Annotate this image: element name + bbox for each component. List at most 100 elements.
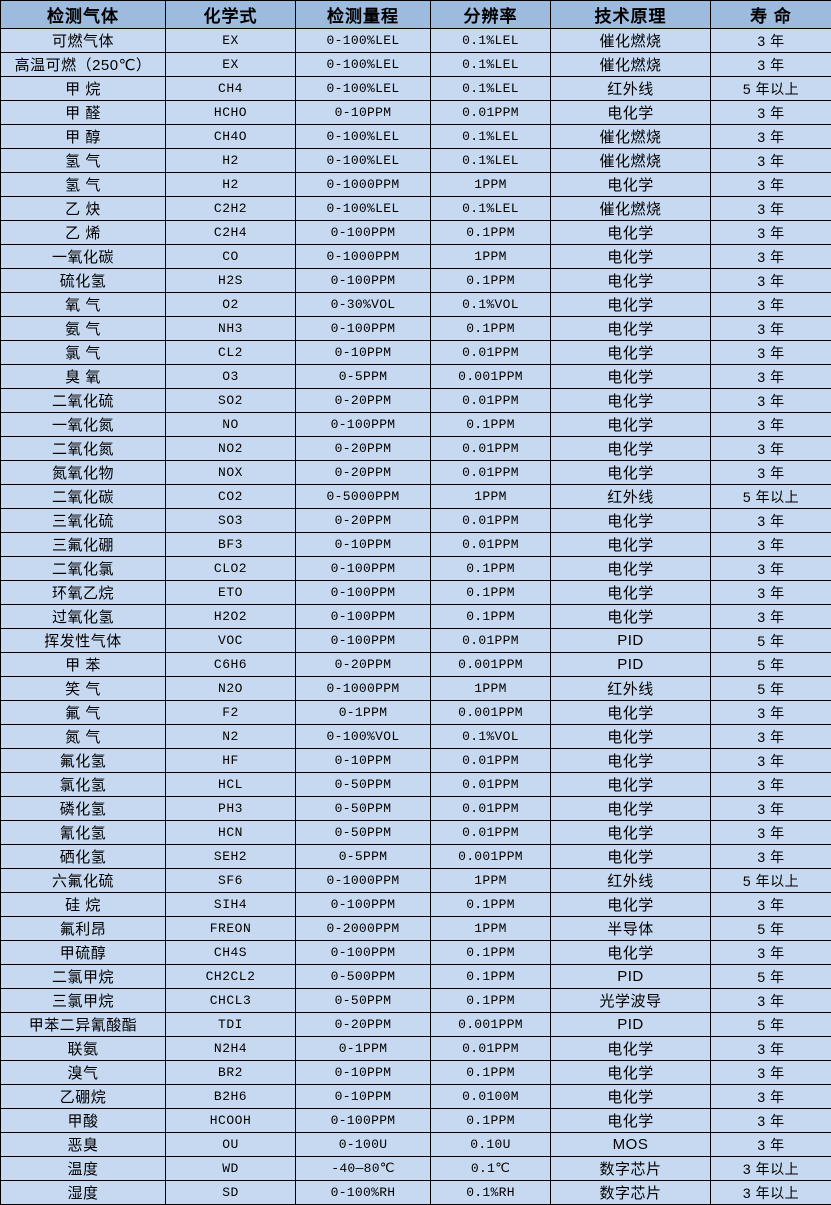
cell-technology-principle: 电化学 [551, 533, 711, 557]
cell-gas-name: 氯化氢 [1, 773, 166, 797]
cell-chemical-formula: FREON [166, 917, 296, 941]
cell-resolution: 0.1PPM [431, 269, 551, 293]
cell-detection-range: 0-1PPM [296, 1037, 431, 1061]
cell-technology-principle: 电化学 [551, 221, 711, 245]
cell-technology-principle: 电化学 [551, 797, 711, 821]
cell-gas-name: 乙 炔 [1, 197, 166, 221]
cell-technology-principle: 电化学 [551, 1085, 711, 1109]
cell-gas-name: 挥发性气体 [1, 629, 166, 653]
cell-detection-range: 0-1000PPM [296, 677, 431, 701]
cell-chemical-formula: VOC [166, 629, 296, 653]
cell-gas-name: 乙硼烷 [1, 1085, 166, 1109]
cell-detection-range: 0-100PPM [296, 317, 431, 341]
cell-detection-range: 0-100%RH [296, 1181, 431, 1205]
cell-resolution: 0.1%LEL [431, 149, 551, 173]
cell-lifespan: 3 年 [711, 1085, 831, 1109]
cell-lifespan: 3 年 [711, 29, 831, 53]
cell-lifespan: 3 年 [711, 1061, 831, 1085]
column-header-detection-range: 检测量程 [296, 1, 431, 29]
cell-resolution: 0.1%VOL [431, 293, 551, 317]
cell-resolution: 0.1%LEL [431, 125, 551, 149]
cell-resolution: 0.01PPM [431, 437, 551, 461]
cell-technology-principle: 电化学 [551, 701, 711, 725]
cell-technology-principle: 催化燃烧 [551, 29, 711, 53]
cell-resolution: 0.01PPM [431, 341, 551, 365]
cell-resolution: 0.001PPM [431, 845, 551, 869]
cell-chemical-formula: H2 [166, 173, 296, 197]
cell-gas-name: 温度 [1, 1157, 166, 1181]
cell-detection-range: 0-20PPM [296, 389, 431, 413]
cell-resolution: 0.01PPM [431, 533, 551, 557]
column-header-gas-name: 检测气体 [1, 1, 166, 29]
cell-resolution: 0.1PPM [431, 893, 551, 917]
cell-gas-name: 可燃气体 [1, 29, 166, 53]
cell-lifespan: 3 年 [711, 461, 831, 485]
cell-gas-name: 硫化氢 [1, 269, 166, 293]
cell-chemical-formula: HF [166, 749, 296, 773]
cell-gas-name: 甲 烷 [1, 77, 166, 101]
cell-chemical-formula: B2H6 [166, 1085, 296, 1109]
cell-technology-principle: 电化学 [551, 461, 711, 485]
cell-gas-name: 甲 醛 [1, 101, 166, 125]
cell-resolution: 0.10U [431, 1133, 551, 1157]
cell-chemical-formula: OU [166, 1133, 296, 1157]
cell-chemical-formula: EX [166, 29, 296, 53]
cell-chemical-formula: EX [166, 53, 296, 77]
cell-gas-name: 甲 醇 [1, 125, 166, 149]
cell-gas-name: 联氨 [1, 1037, 166, 1061]
cell-detection-range: 0-100%LEL [296, 149, 431, 173]
cell-resolution: 0.001PPM [431, 365, 551, 389]
cell-chemical-formula: PH3 [166, 797, 296, 821]
cell-lifespan: 3 年 [711, 173, 831, 197]
cell-gas-name: 氨 气 [1, 317, 166, 341]
column-header-chemical-formula: 化学式 [166, 1, 296, 29]
cell-resolution: 0.1PPM [431, 221, 551, 245]
cell-detection-range: 0-20PPM [296, 437, 431, 461]
cell-gas-name: 二氧化碳 [1, 485, 166, 509]
cell-chemical-formula: HCL [166, 773, 296, 797]
cell-gas-name: 三氧化硫 [1, 509, 166, 533]
cell-lifespan: 3 年 [711, 797, 831, 821]
cell-detection-range: 0-10PPM [296, 1061, 431, 1085]
cell-detection-range: 0-20PPM [296, 461, 431, 485]
cell-resolution: 0.1PPM [431, 1061, 551, 1085]
column-header-lifespan: 寿 命 [711, 1, 831, 29]
cell-technology-principle: 电化学 [551, 1037, 711, 1061]
cell-resolution: 0.01PPM [431, 461, 551, 485]
cell-gas-name: 恶臭 [1, 1133, 166, 1157]
cell-chemical-formula: C2H4 [166, 221, 296, 245]
cell-chemical-formula: C6H6 [166, 653, 296, 677]
cell-gas-name: 氢 气 [1, 173, 166, 197]
cell-resolution: 1PPM [431, 869, 551, 893]
cell-technology-principle: PID [551, 653, 711, 677]
cell-gas-name: 甲苯二异氰酸酯 [1, 1013, 166, 1037]
cell-resolution: 0.1%LEL [431, 53, 551, 77]
cell-detection-range: 0-1000PPM [296, 173, 431, 197]
cell-chemical-formula: HCHO [166, 101, 296, 125]
cell-chemical-formula: SEH2 [166, 845, 296, 869]
cell-lifespan: 3 年 [711, 221, 831, 245]
cell-lifespan: 3 年 [711, 773, 831, 797]
cell-chemical-formula: C2H2 [166, 197, 296, 221]
cell-technology-principle: 红外线 [551, 77, 711, 101]
cell-detection-range: 0-1000PPM [296, 245, 431, 269]
cell-chemical-formula: HCOOH [166, 1109, 296, 1133]
cell-detection-range: 0-5PPM [296, 845, 431, 869]
cell-lifespan: 3 年 [711, 197, 831, 221]
cell-detection-range: 0-10PPM [296, 533, 431, 557]
cell-detection-range: 0-100%LEL [296, 77, 431, 101]
cell-lifespan: 3 年 [711, 413, 831, 437]
